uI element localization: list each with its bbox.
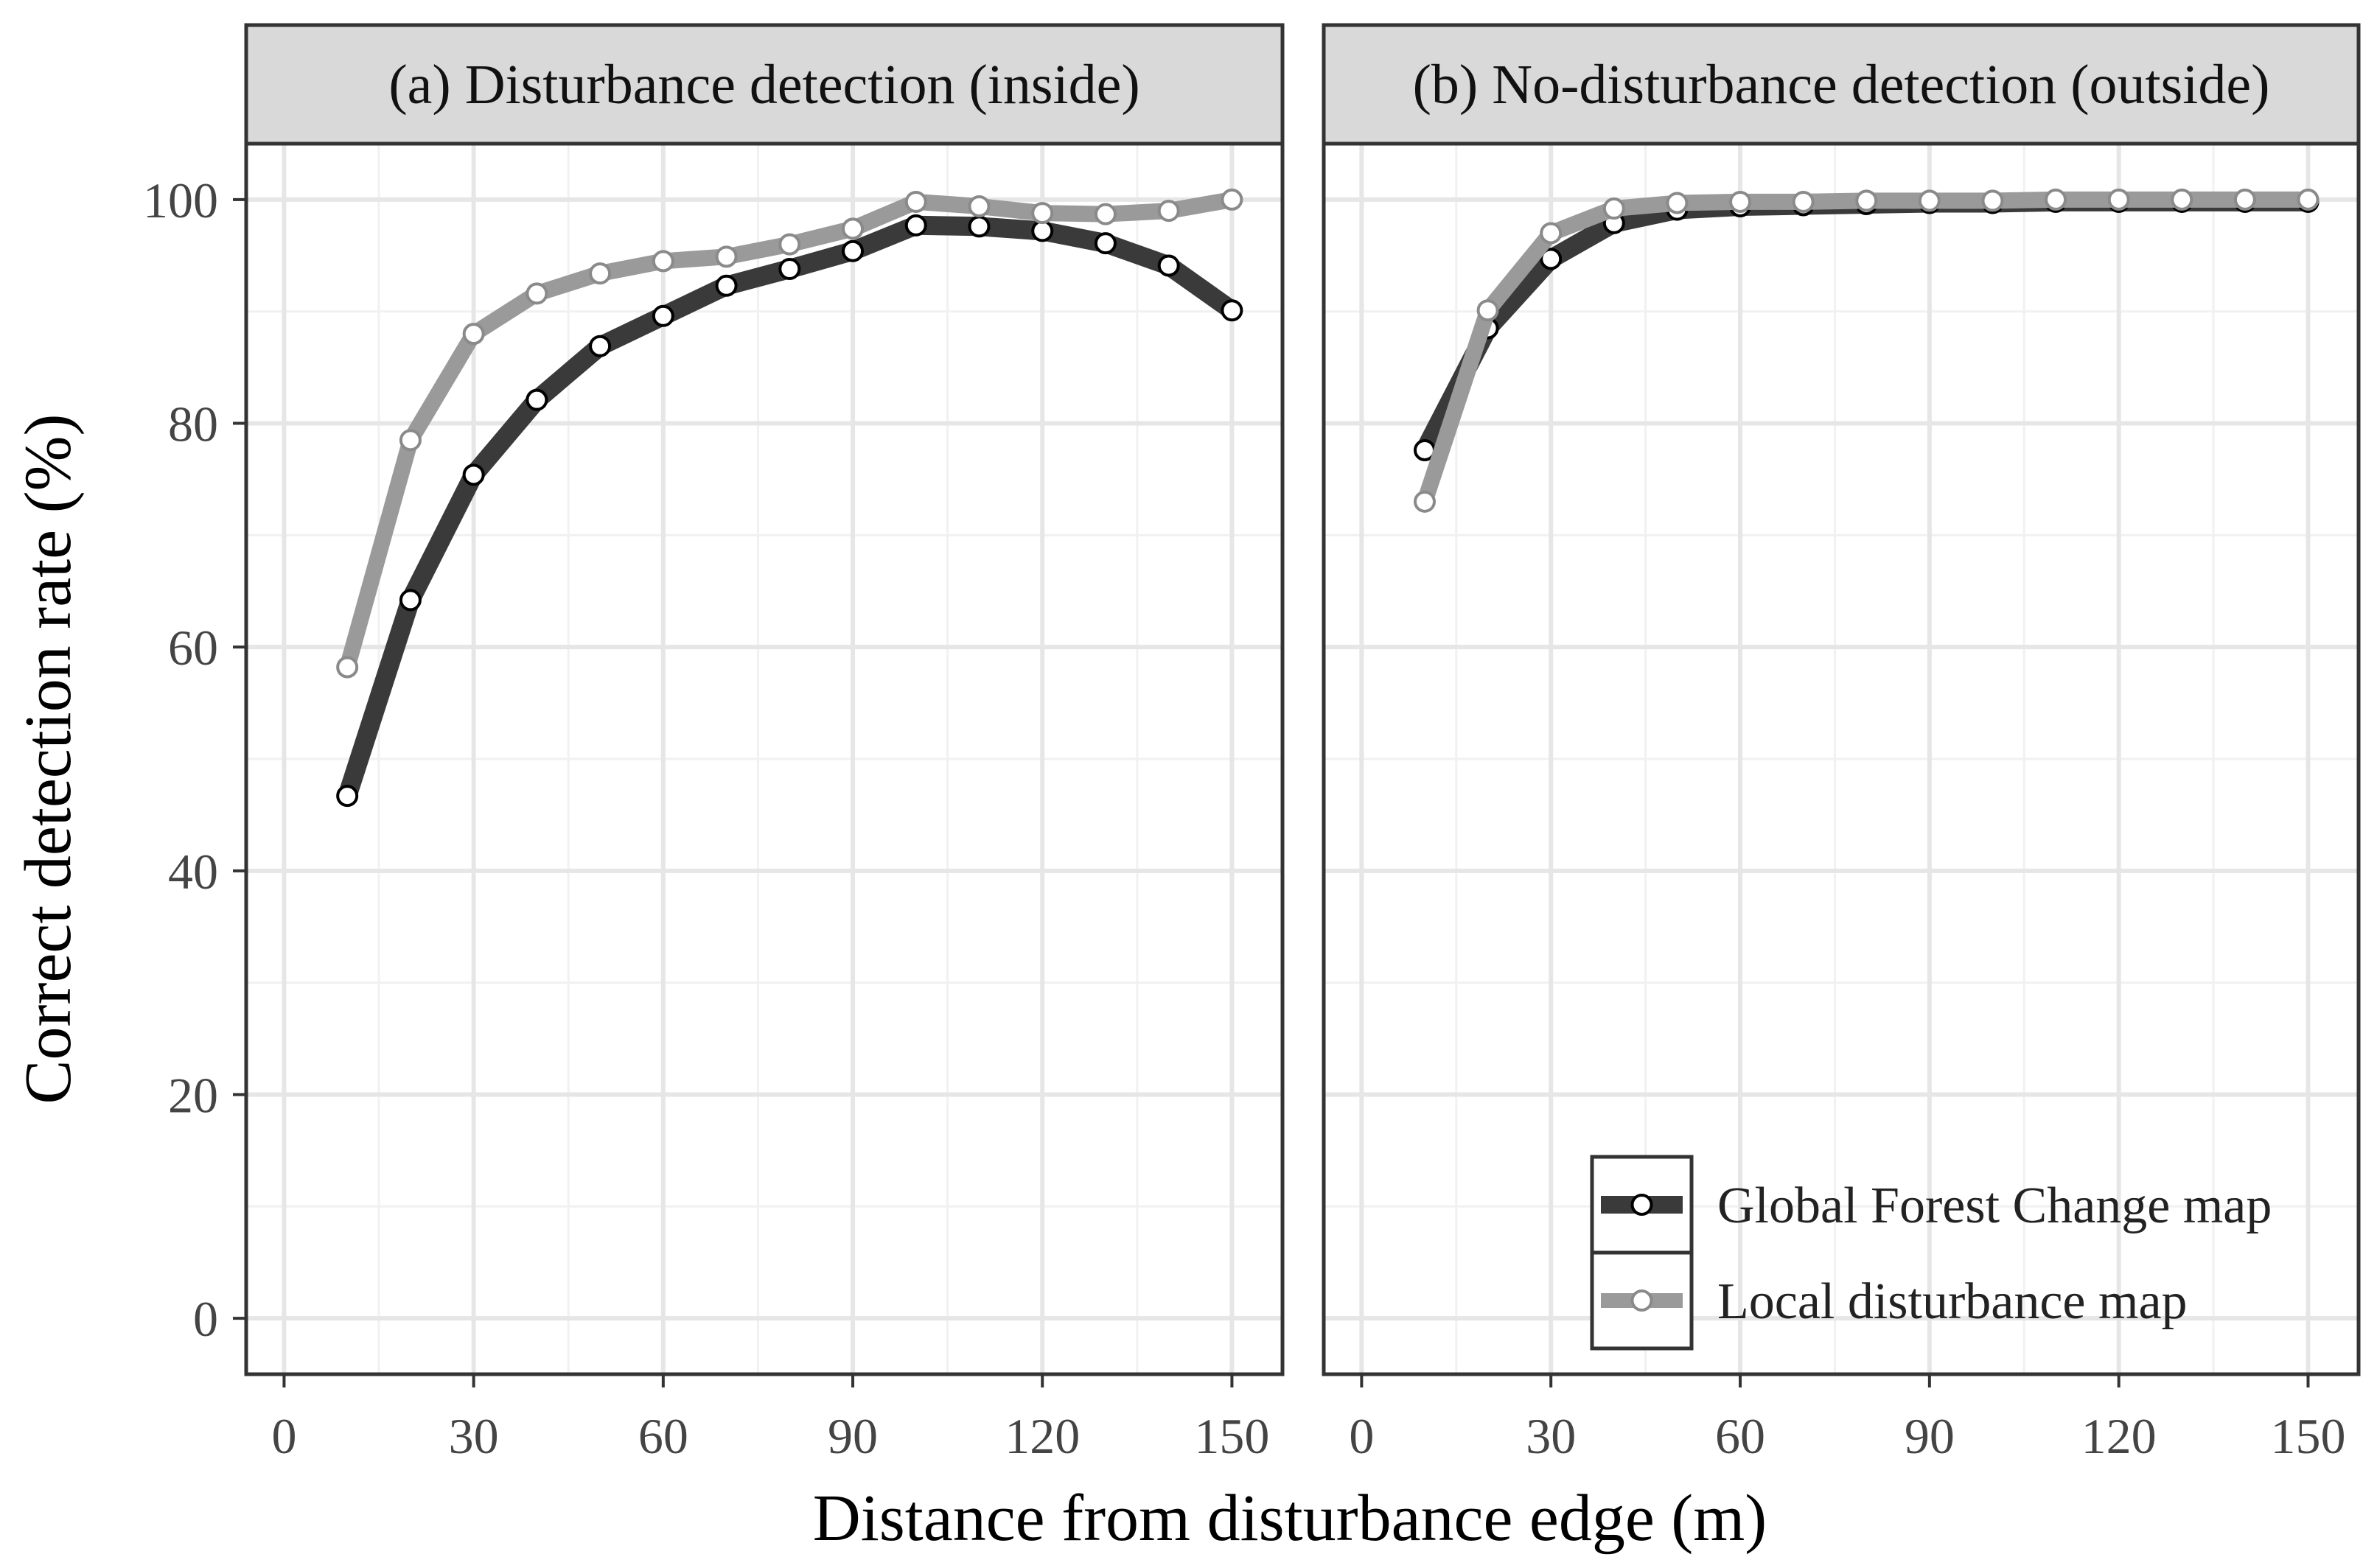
data-point bbox=[968, 215, 991, 238]
data-point bbox=[1157, 200, 1180, 223]
data-point bbox=[842, 239, 865, 262]
panel-strip bbox=[1322, 23, 2361, 146]
legend-item: Global Forest Change map bbox=[1590, 1155, 2272, 1255]
data-point bbox=[1094, 203, 1117, 225]
data-point bbox=[1855, 189, 1878, 212]
data-point bbox=[842, 217, 865, 240]
data-point bbox=[1666, 192, 1689, 214]
x-axis-title: Distance from disturbance edge (m) bbox=[813, 1482, 1767, 1555]
x-tick-label: 150 bbox=[1194, 1408, 1269, 1464]
series-local-disturbance bbox=[336, 188, 1243, 679]
legend-label: Global Forest Change map bbox=[1717, 1177, 2272, 1234]
data-point bbox=[1540, 248, 1563, 270]
legend-item: Local disturbance map bbox=[1590, 1250, 2188, 1351]
data-point bbox=[1729, 190, 1752, 213]
y-tick-label: 0 bbox=[193, 1291, 218, 1347]
data-point bbox=[1918, 189, 1941, 212]
series-global-forest-change bbox=[336, 214, 1243, 808]
data-point bbox=[652, 250, 674, 273]
y-tick-label: 60 bbox=[168, 620, 218, 676]
data-point bbox=[589, 262, 612, 285]
x-tick-label: 30 bbox=[1526, 1408, 1576, 1464]
data-point bbox=[399, 589, 422, 612]
x-tick-label: 90 bbox=[1905, 1408, 1955, 1464]
data-point bbox=[652, 304, 674, 327]
x-tick-label: 0 bbox=[1349, 1408, 1374, 1464]
y-tick-label: 100 bbox=[143, 172, 218, 228]
data-point bbox=[2107, 188, 2130, 211]
data-point bbox=[2297, 188, 2320, 211]
x-tick-label: 90 bbox=[828, 1408, 878, 1464]
data-point bbox=[1221, 188, 1243, 211]
data-point bbox=[904, 190, 927, 213]
data-point bbox=[1413, 490, 1436, 513]
data-point bbox=[904, 214, 927, 237]
y-tick-label: 80 bbox=[168, 396, 218, 452]
data-point bbox=[968, 195, 991, 218]
panel-title: (b) No-disturbance detection (outside) bbox=[1413, 54, 2270, 116]
legend-swatch-point bbox=[1630, 1194, 1653, 1216]
x-tick-label: 120 bbox=[2081, 1408, 2157, 1464]
data-point bbox=[1602, 197, 1625, 220]
panel-border bbox=[244, 141, 1285, 1376]
data-point bbox=[2171, 188, 2193, 211]
y-tick-label: 40 bbox=[168, 844, 218, 900]
data-point bbox=[526, 282, 548, 305]
x-tick-label: 60 bbox=[638, 1408, 688, 1464]
x-tick-label: 0 bbox=[271, 1408, 296, 1464]
x-tick-label: 150 bbox=[2271, 1408, 2346, 1464]
legend: Global Forest Change map Local disturbanc… bbox=[1590, 1155, 2272, 1351]
data-point bbox=[399, 429, 422, 452]
panel-b: (b) No-disturbance detection (outside) 0 3… bbox=[1322, 23, 2361, 1464]
data-point bbox=[589, 335, 612, 357]
data-point bbox=[2045, 188, 2067, 211]
x-tick-label: 120 bbox=[1005, 1408, 1080, 1464]
data-point bbox=[1476, 299, 1499, 322]
panel-a: (a) Disturbance detection (inside) 0 30 60 9… bbox=[143, 23, 1285, 1464]
y-axis-title: Correct detection rate (%) bbox=[12, 413, 85, 1104]
data-point bbox=[1540, 222, 1563, 245]
x-tick-label: 60 bbox=[1715, 1408, 1765, 1464]
data-point bbox=[1792, 190, 1815, 213]
data-point bbox=[2233, 188, 2256, 211]
x-tick-label: 30 bbox=[449, 1408, 499, 1464]
data-point bbox=[336, 785, 359, 808]
legend-label: Local disturbance map bbox=[1717, 1273, 2188, 1330]
y-tick-label: 20 bbox=[168, 1067, 218, 1123]
panels-layer: (a) Disturbance detection (inside) 0 30 60 9… bbox=[143, 23, 2361, 1464]
data-point bbox=[1221, 299, 1243, 322]
data-point bbox=[778, 258, 801, 281]
data-point bbox=[336, 656, 359, 679]
data-point bbox=[715, 245, 738, 268]
data-point bbox=[462, 323, 485, 346]
data-point bbox=[526, 388, 548, 411]
series-local-disturbance bbox=[1413, 188, 2320, 513]
panel-border bbox=[1322, 141, 2361, 1376]
legend-swatch-point bbox=[1630, 1289, 1653, 1312]
data-point bbox=[462, 463, 485, 486]
data-point bbox=[778, 233, 801, 256]
data-point bbox=[715, 274, 738, 297]
data-point bbox=[1157, 254, 1180, 277]
data-point bbox=[1094, 232, 1117, 255]
data-point bbox=[1031, 220, 1054, 242]
data-point bbox=[1031, 202, 1054, 225]
panel-strip bbox=[244, 23, 1285, 146]
panel-title: (a) Disturbance detection (inside) bbox=[388, 54, 1139, 116]
data-point bbox=[1981, 189, 2004, 212]
